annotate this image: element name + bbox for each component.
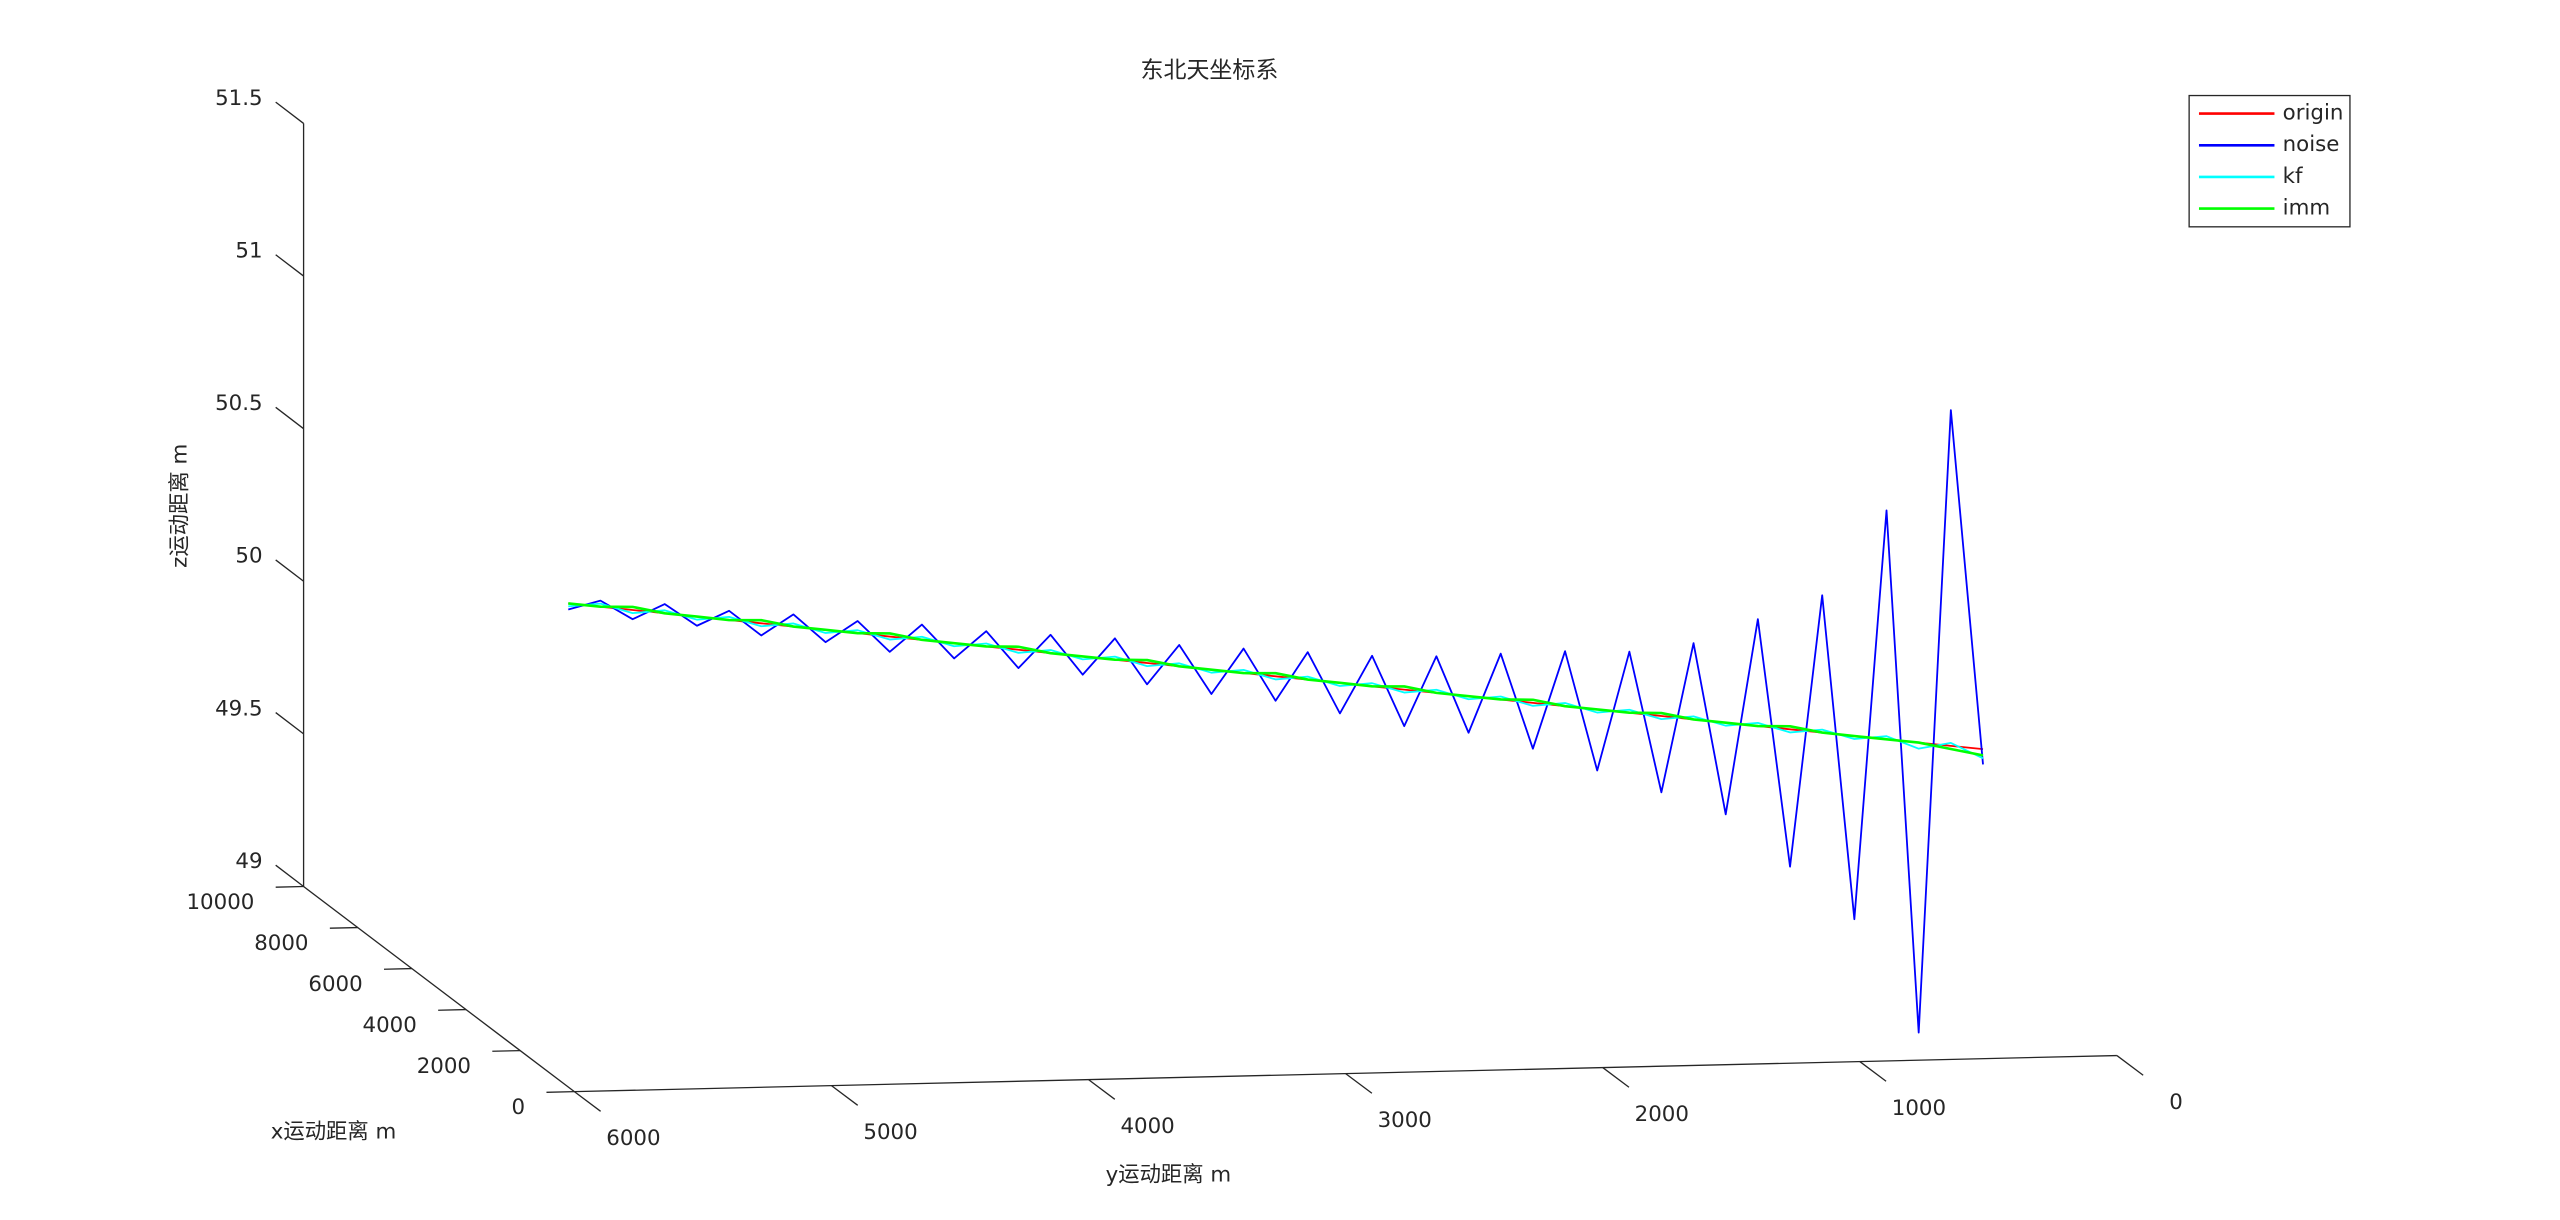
y-tick	[1345, 1073, 1373, 1094]
z-tick-label: 50	[235, 544, 262, 569]
x-tick-label: 0	[512, 1095, 526, 1120]
z-tick-label: 50.5	[215, 391, 262, 416]
x-tick	[492, 1049, 521, 1052]
y-tick	[573, 1091, 602, 1112]
series-line	[568, 602, 1984, 760]
series-line	[568, 602, 1984, 757]
z-tick	[275, 559, 304, 582]
y-tick-label: 4000	[1120, 1114, 1174, 1139]
legend-label: origin	[2283, 101, 2344, 126]
x-tick	[275, 885, 304, 888]
x-axis-label: x运动距离 m	[271, 1120, 397, 1145]
z-tick	[275, 254, 304, 277]
y-tick-label: 5000	[863, 1120, 917, 1145]
x-tick	[329, 926, 358, 929]
chart-title: 东北天坐标系	[1141, 57, 1279, 83]
y-tick-label: 2000	[1635, 1102, 1689, 1127]
x-tick	[546, 1090, 575, 1093]
z-tick	[275, 864, 304, 888]
legend-box	[2188, 94, 2351, 228]
y-tick-label: 0	[2169, 1090, 2183, 1115]
x-tick-label: 2000	[417, 1054, 471, 1079]
y-tick	[2116, 1055, 2144, 1076]
z-tick-label: 49	[235, 849, 262, 874]
y-tick-label: 1000	[1892, 1096, 1946, 1121]
z-tick-label: 51	[235, 238, 262, 263]
series-line	[568, 409, 1984, 1034]
legend-label: imm	[2283, 196, 2330, 221]
z-tick	[275, 101, 304, 124]
y-tick	[1088, 1079, 1116, 1100]
z-tick-label: 51.5	[215, 86, 262, 111]
z-axis-label: z运动距离 m	[168, 444, 193, 568]
z-tick	[275, 406, 304, 430]
y-axis-label: y运动距离 m	[1106, 1162, 1232, 1187]
y-tick-label: 6000	[606, 1126, 660, 1151]
y-tick	[1602, 1067, 1630, 1088]
z-tick-label: 49.5	[215, 696, 262, 721]
x-tick	[438, 1008, 467, 1011]
x-tick-label: 10000	[186, 890, 254, 915]
y-tick	[1859, 1061, 1887, 1082]
y-tick	[831, 1085, 859, 1106]
x-axis	[303, 885, 575, 1093]
legend-label: kf	[2283, 164, 2303, 189]
x-tick	[383, 967, 412, 970]
x-tick-label: 6000	[308, 972, 362, 997]
x-tick-label: 4000	[363, 1013, 417, 1038]
y-tick-label: 3000	[1378, 1108, 1432, 1133]
z-tick	[275, 712, 304, 735]
legend-label: noise	[2283, 132, 2340, 157]
x-tick-label: 8000	[254, 931, 308, 956]
